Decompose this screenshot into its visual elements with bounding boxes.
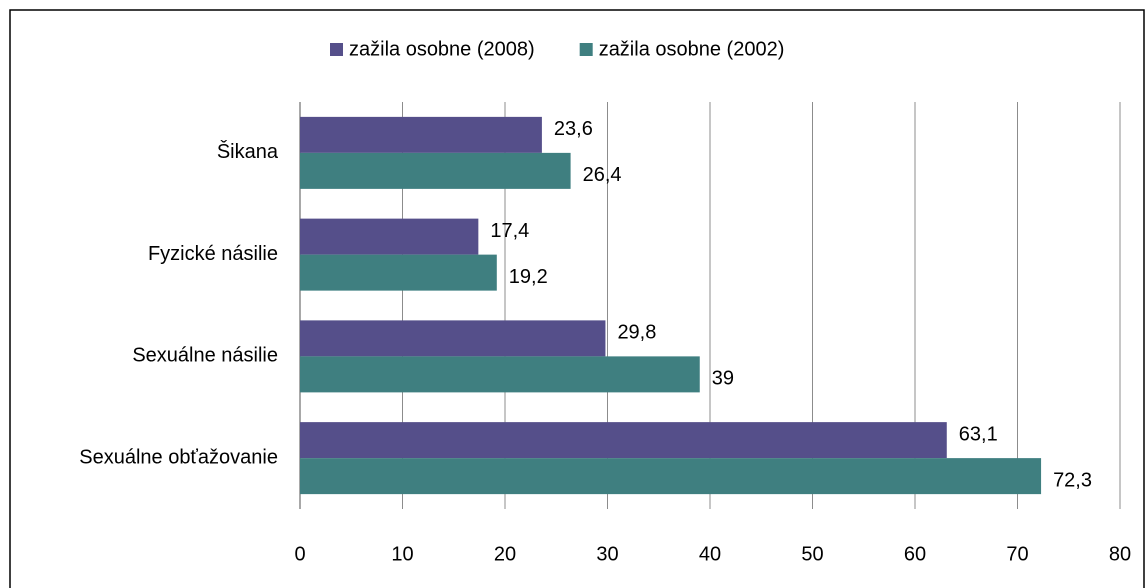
data-label: 39 (712, 368, 734, 390)
chart-frame (9, 9, 1145, 588)
bar (300, 152, 571, 189)
bar (300, 422, 947, 459)
data-label: 72,3 (1053, 469, 1092, 491)
x-tick-label: 30 (596, 543, 618, 565)
legend-label: zažila osobne (2008) (349, 38, 535, 60)
bar (300, 320, 606, 357)
x-tick-label: 10 (391, 543, 413, 565)
y-tick-label: Sexuálne obťažovanie (79, 446, 278, 468)
bar (300, 116, 542, 153)
y-tick-label: Šikana (217, 140, 279, 163)
legend-swatch (579, 43, 593, 56)
data-label: 23,6 (554, 118, 593, 140)
legend-label: zažila osobne (2002) (599, 38, 785, 60)
x-tick-label: 20 (494, 543, 516, 565)
x-tick-label: 0 (294, 543, 305, 565)
data-label: 26,4 (583, 164, 622, 186)
bar (300, 356, 700, 393)
bar (300, 458, 1042, 495)
x-tick-label: 70 (1006, 543, 1028, 565)
bar (300, 218, 479, 255)
x-tick-label: 40 (699, 543, 721, 565)
x-tick-label: 60 (904, 543, 926, 565)
bar (300, 254, 497, 291)
x-tick-label: 80 (1109, 543, 1131, 565)
x-tick-label: 50 (801, 543, 823, 565)
data-label: 17,4 (490, 220, 529, 242)
y-tick-label: Sexuálne násilie (132, 345, 278, 367)
y-tick-label: Fyzické násilie (148, 243, 278, 265)
data-label: 63,1 (959, 423, 998, 445)
legend-swatch (330, 43, 343, 56)
data-label: 19,2 (509, 266, 548, 288)
data-label: 29,8 (617, 322, 656, 344)
